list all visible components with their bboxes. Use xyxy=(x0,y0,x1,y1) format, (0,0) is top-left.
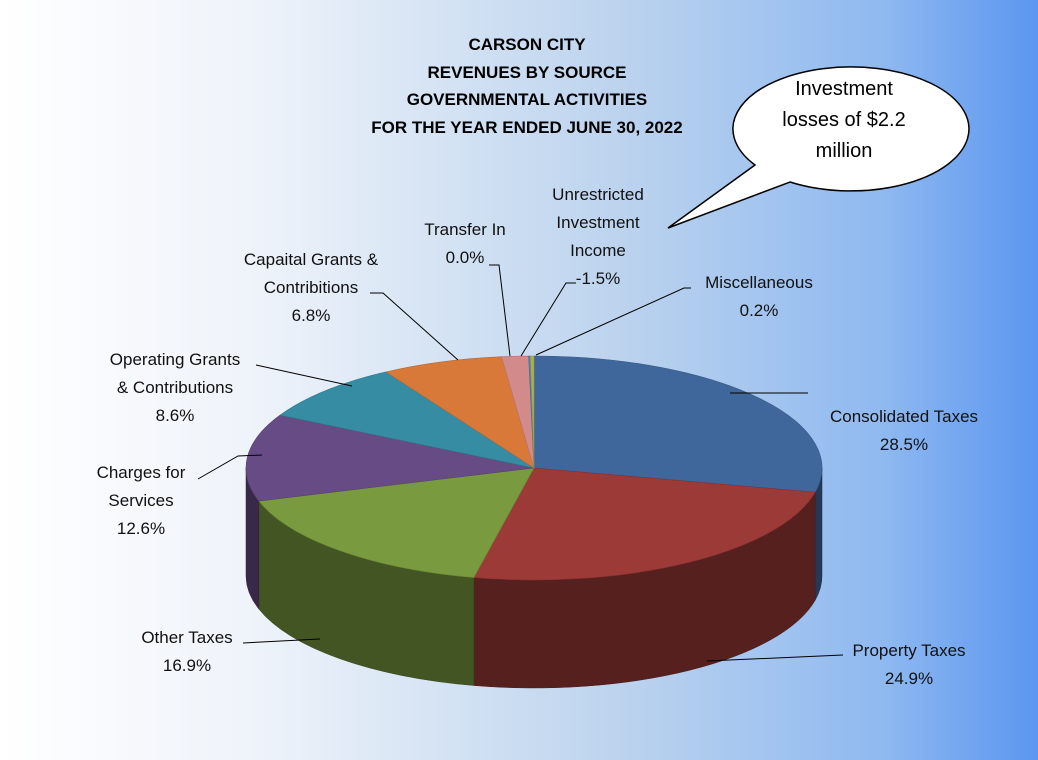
category-label-capaital-grants-contribitions: Capaital Grants & xyxy=(244,250,379,269)
title-line-3: GOVERNMENTAL ACTIVITIES xyxy=(407,90,648,109)
slice-other-taxes xyxy=(258,467,535,578)
slice-charges-for-services xyxy=(245,414,535,502)
category-label-property-taxes: Property Taxes xyxy=(852,641,965,660)
leader-unrestricted-investment-income xyxy=(520,282,576,357)
leader-lines xyxy=(197,264,844,662)
category-label-charges-for-services: Services xyxy=(108,491,173,510)
category-label-transfer-in: Transfer In xyxy=(424,220,506,239)
value-label-unrestricted-investment-income: -1.5% xyxy=(576,269,620,288)
leader-charges-for-services xyxy=(197,454,263,480)
callout-line-1: Investment xyxy=(795,78,893,100)
category-label-charges-for-services: Charges for xyxy=(97,463,186,482)
category-label-unrestricted-investment-income: Income xyxy=(570,241,626,260)
leader-property-taxes xyxy=(706,654,844,662)
leader-transfer-in xyxy=(489,264,511,357)
category-label-unrestricted-investment-income: Investment xyxy=(556,213,639,232)
leader-other-taxes xyxy=(242,638,321,644)
callout-bubble xyxy=(667,66,970,229)
chart-title: CARSON CITY REVENUES BY SOURCE GOVERNMEN… xyxy=(371,35,682,137)
value-label-property-taxes: 24.9% xyxy=(885,669,933,688)
investment-loss-callout: Investment losses of $2.2 million xyxy=(667,66,970,229)
title-line-4: FOR THE YEAR ENDED JUNE 30, 2022 xyxy=(371,118,682,137)
value-label-other-taxes: 16.9% xyxy=(163,656,211,675)
value-label-charges-for-services: 12.6% xyxy=(117,519,165,538)
pie-tops xyxy=(245,355,823,581)
value-label-operating-grants-contributions: 8.6% xyxy=(156,406,195,425)
category-label-capaital-grants-contribitions: Contribitions xyxy=(264,278,359,297)
slice-property-taxes xyxy=(473,467,816,581)
category-label-other-taxes: Other Taxes xyxy=(141,628,232,647)
value-label-transfer-in: 0.0% xyxy=(446,248,485,267)
slice-operating-grants-contributions xyxy=(279,371,535,469)
category-label-miscellaneous: Miscellaneous xyxy=(705,273,813,292)
slice-miscellaneous xyxy=(530,355,535,469)
leader-miscellaneous xyxy=(535,287,691,356)
category-label-operating-grants-contributions: & Contributions xyxy=(117,378,233,397)
category-label-consolidated-taxes: Consolidated Taxes xyxy=(830,407,978,426)
value-label-miscellaneous: 0.2% xyxy=(740,301,779,320)
value-label-capaital-grants-contribitions: 6.8% xyxy=(292,306,331,325)
title-line-1: CARSON CITY xyxy=(468,35,586,54)
slice-capaital-grants-contribitions xyxy=(385,356,535,469)
callout-line-2: losses of $2.2 xyxy=(782,109,905,131)
callout-line-3: million xyxy=(816,140,873,162)
slice-labels: Consolidated Taxes 28.5% Property Taxes 24.… xyxy=(97,185,978,688)
leader-operating-grants-contributions xyxy=(255,364,353,387)
category-label-unrestricted-investment-income: Unrestricted xyxy=(552,185,644,204)
category-label-operating-grants-contributions: Operating Grants xyxy=(110,350,240,369)
title-line-2: REVENUES BY SOURCE xyxy=(427,63,626,82)
slice-consolidated-taxes xyxy=(533,355,823,493)
value-label-consolidated-taxes: 28.5% xyxy=(880,435,928,454)
leader-capaital-grants-contribitions xyxy=(370,292,459,361)
